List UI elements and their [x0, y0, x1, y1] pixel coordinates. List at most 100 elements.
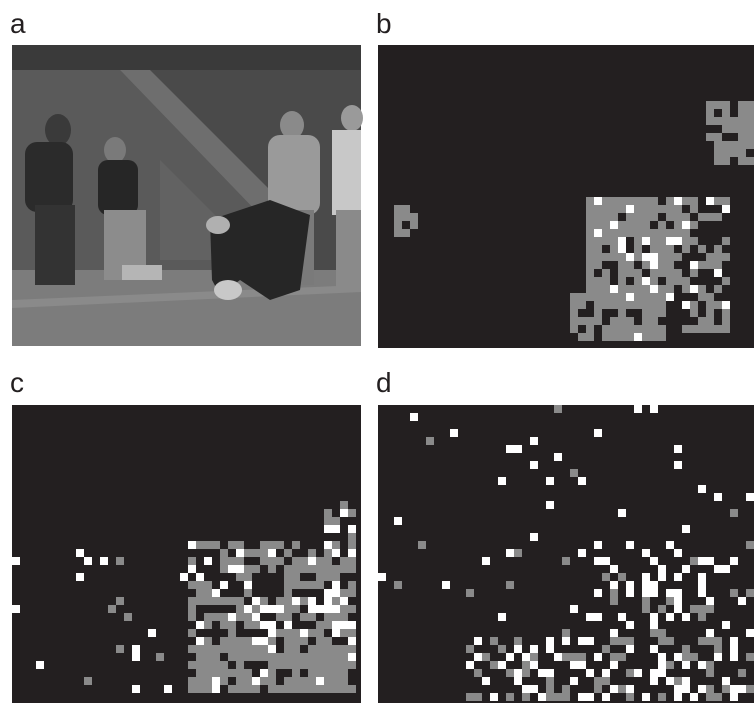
mask-cell	[682, 645, 690, 653]
mask-cell	[284, 573, 292, 581]
mask-cell	[658, 333, 666, 341]
mask-cell	[586, 293, 594, 301]
mask-cell	[650, 677, 658, 685]
mask-cell	[682, 221, 690, 229]
mask-cell	[244, 669, 252, 677]
mask-cell	[650, 581, 658, 589]
mask-cell	[578, 477, 586, 485]
mask-cell	[706, 213, 714, 221]
mask-cell	[212, 613, 220, 621]
mask-cell	[602, 293, 610, 301]
mask-cell	[474, 669, 482, 677]
mask-cell	[658, 229, 666, 237]
mask-cell	[738, 133, 746, 141]
mask-cell	[642, 213, 650, 221]
mask-cell	[674, 229, 682, 237]
mask-cell	[332, 629, 340, 637]
mask-cell	[292, 645, 300, 653]
mask-cell	[722, 685, 730, 693]
mask-cell	[276, 557, 284, 565]
mask-cell	[610, 205, 618, 213]
mask-cell	[746, 101, 754, 109]
mask-cell	[196, 653, 204, 661]
mask-cell	[730, 509, 738, 517]
mask-cell	[626, 221, 634, 229]
mask-cell	[236, 645, 244, 653]
mask-cell	[188, 677, 196, 685]
mask-cell	[284, 629, 292, 637]
mask-cell	[394, 517, 402, 525]
mask-cell	[666, 237, 674, 245]
mask-cell	[308, 549, 316, 557]
mask-cell	[714, 565, 722, 573]
mask-cell	[578, 293, 586, 301]
mask-cell	[626, 589, 634, 597]
mask-cell	[738, 685, 746, 693]
mask-cell	[514, 677, 522, 685]
mask-cell	[340, 669, 348, 677]
mask-cell	[308, 685, 316, 693]
mask-cell	[690, 693, 698, 701]
mask-cell	[340, 509, 348, 517]
mask-cell	[196, 541, 204, 549]
mask-cell	[738, 149, 746, 157]
mask-cell	[324, 509, 332, 517]
mask-cell	[554, 653, 562, 661]
mask-cell	[650, 261, 658, 269]
mask-cell	[332, 605, 340, 613]
mask-cell	[666, 205, 674, 213]
mask-cell	[626, 325, 634, 333]
mask-cell	[332, 597, 340, 605]
mask-cell	[714, 157, 722, 165]
mask-cell	[642, 589, 650, 597]
mask-cell	[650, 317, 658, 325]
mask-cell	[690, 269, 698, 277]
mask-cell	[730, 693, 738, 701]
mask-cell	[658, 301, 666, 309]
mask-cell	[196, 661, 204, 669]
mask-cell	[236, 605, 244, 613]
mask-cell	[340, 645, 348, 653]
mask-cell	[610, 237, 618, 245]
mask-cell	[316, 637, 324, 645]
mask-cell	[730, 653, 738, 661]
mask-cell	[236, 677, 244, 685]
mask-cell	[602, 277, 610, 285]
mask-cell	[722, 309, 730, 317]
mask-cell	[204, 589, 212, 597]
mask-cell	[228, 565, 236, 573]
mask-cell	[730, 149, 738, 157]
mask-cell	[332, 581, 340, 589]
mask-cell	[220, 621, 228, 629]
mask-cell	[602, 229, 610, 237]
mask-cell	[746, 157, 754, 165]
mask-cell	[474, 637, 482, 645]
mask-cell	[650, 277, 658, 285]
mask-cell	[228, 645, 236, 653]
mask-cell	[738, 597, 746, 605]
mask-cell	[538, 693, 546, 701]
mask-cell	[554, 453, 562, 461]
mask-cell	[244, 653, 252, 661]
mask-cell	[666, 277, 674, 285]
mask-cell	[714, 269, 722, 277]
mask-cell	[634, 221, 642, 229]
mask-cell	[730, 117, 738, 125]
mask-cell	[642, 693, 650, 701]
mask-cell	[236, 573, 244, 581]
mask-cell	[228, 653, 236, 661]
mask-cell	[220, 669, 228, 677]
mask-cell	[634, 293, 642, 301]
mask-cell	[730, 141, 738, 149]
mask-cell	[706, 661, 714, 669]
mask-cell	[602, 285, 610, 293]
mask-cell	[204, 677, 212, 685]
mask-cell	[100, 557, 108, 565]
mask-cell	[196, 645, 204, 653]
mask-cell	[586, 197, 594, 205]
mask-cell	[76, 573, 84, 581]
mask-cell	[348, 509, 356, 517]
mask-cell	[300, 565, 308, 573]
mask-cell	[348, 557, 356, 565]
mask-cell	[316, 669, 324, 677]
